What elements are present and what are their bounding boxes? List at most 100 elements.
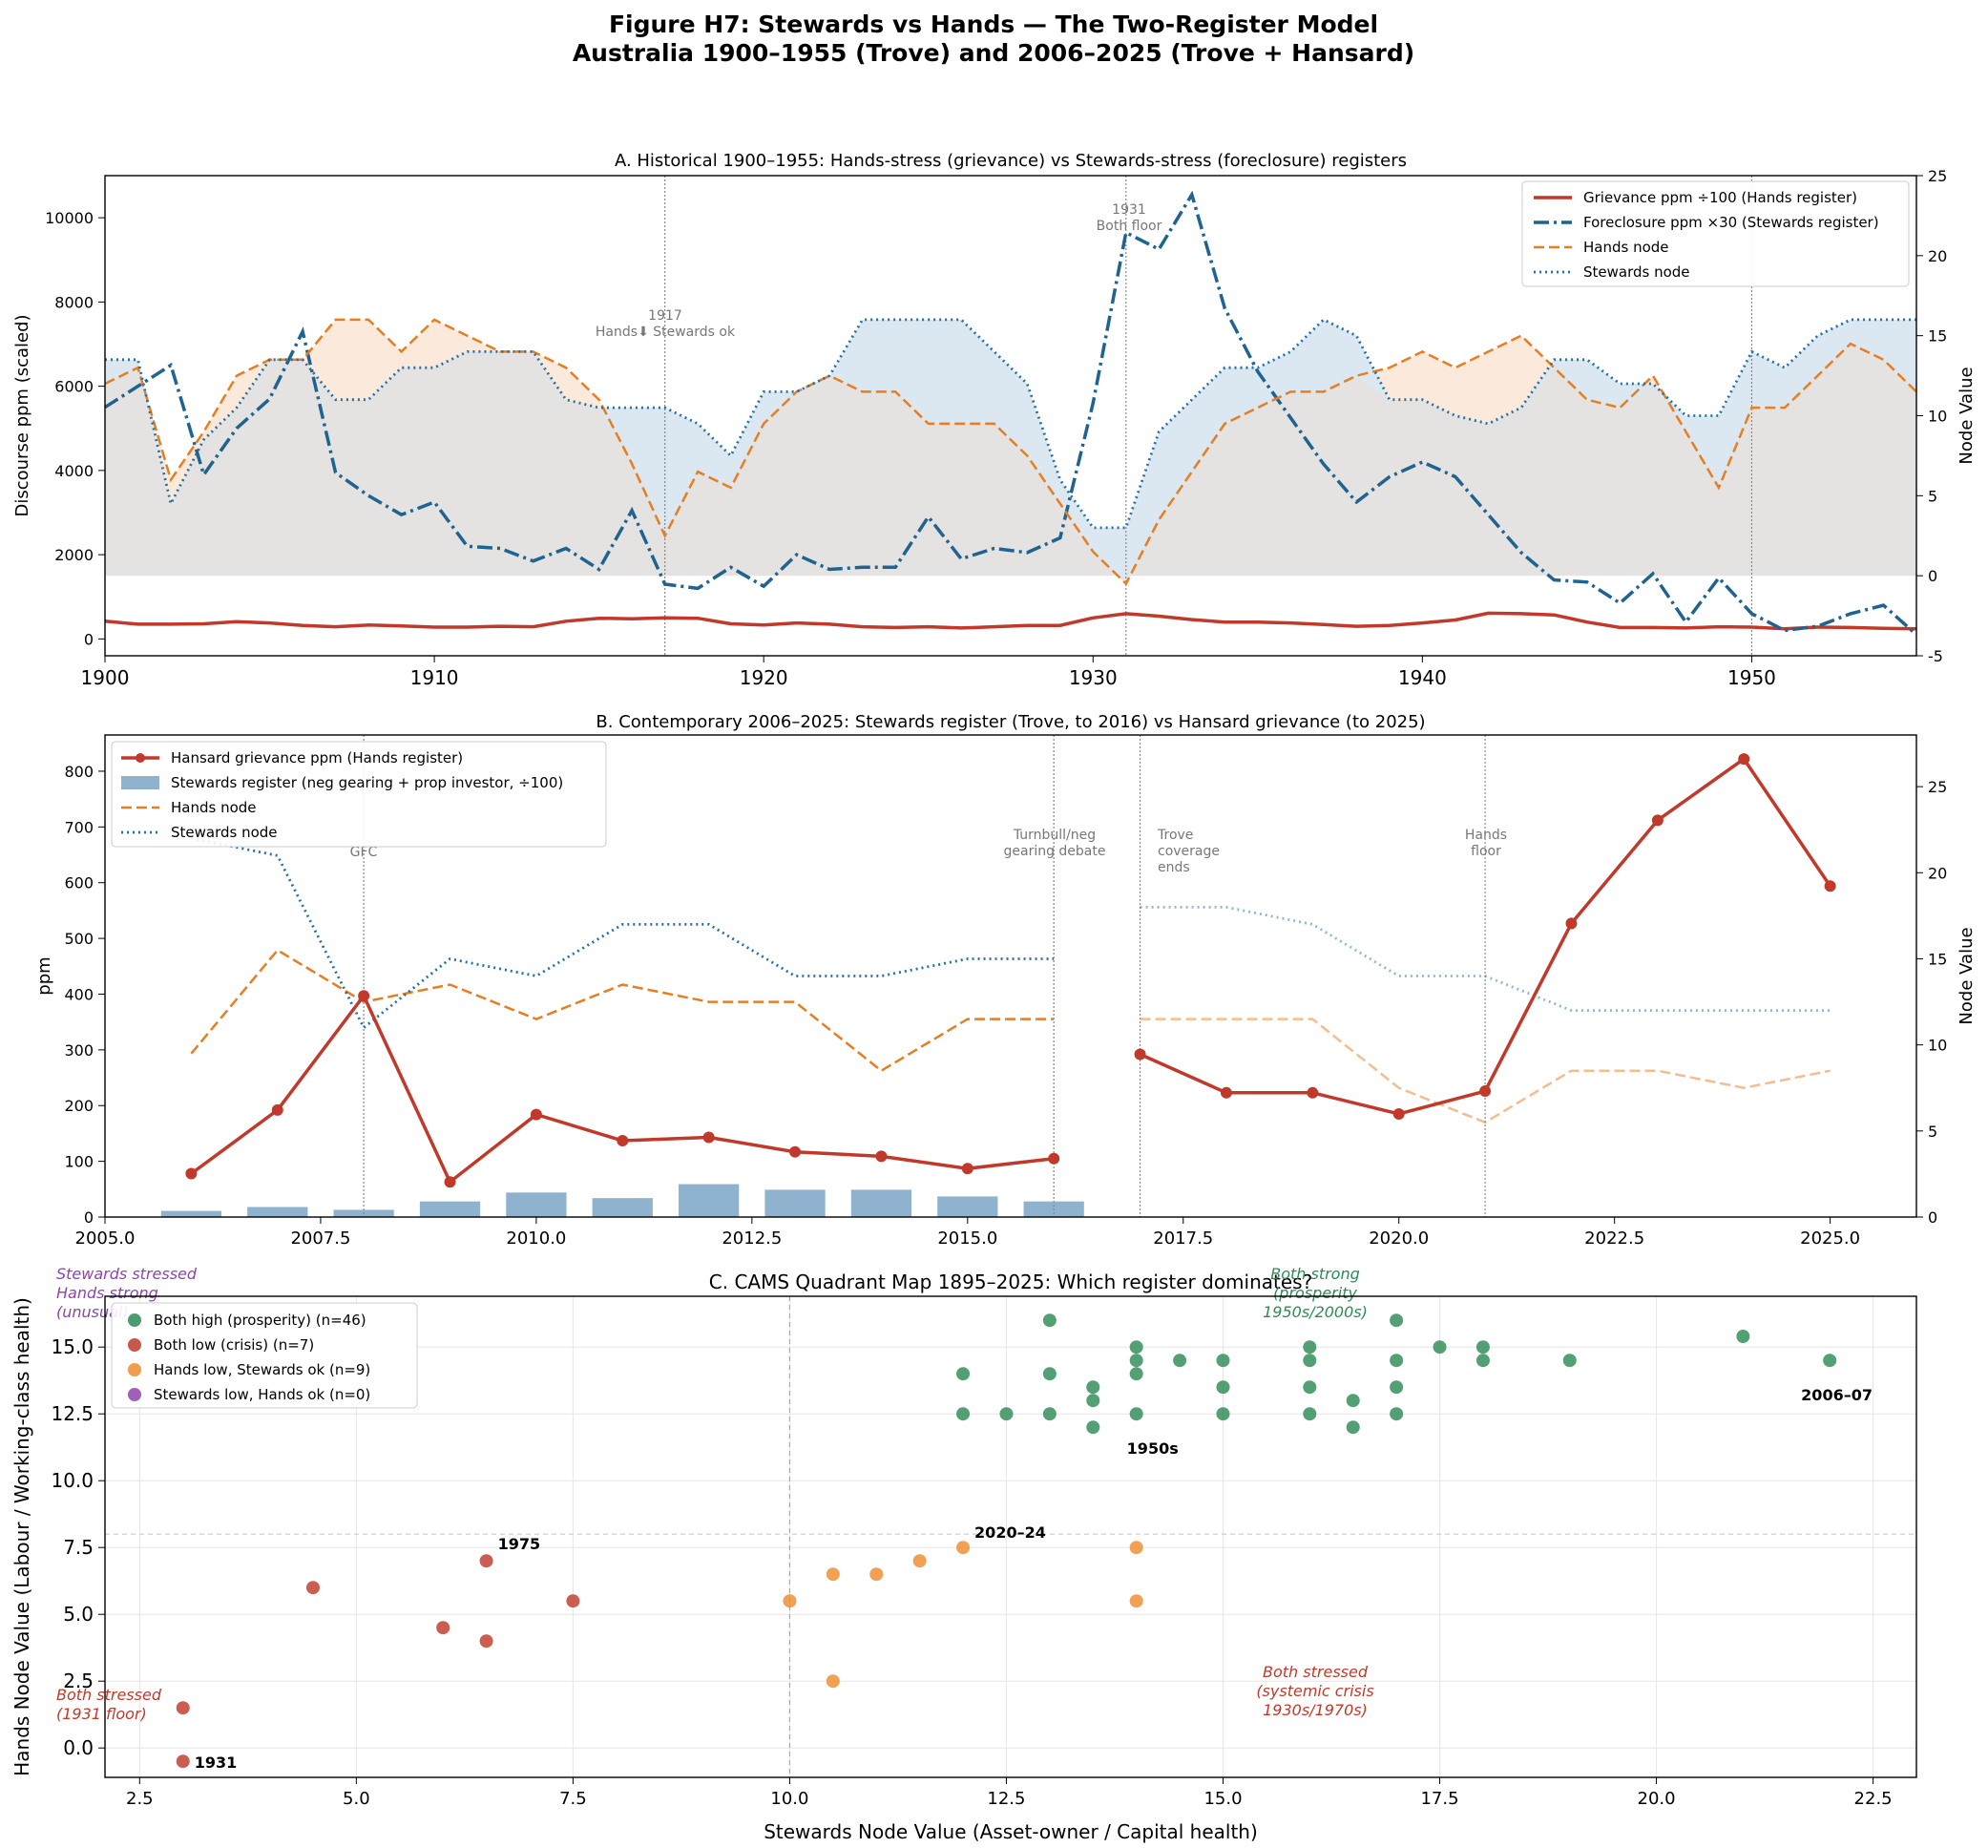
legend-label: Grievance ppm ÷100 (Hands register)	[1583, 189, 1857, 206]
hansard-grievance-point	[1479, 1085, 1492, 1098]
y-right-tick-label: 10	[1928, 408, 1947, 426]
y-tick-label: 15.0	[51, 1335, 94, 1358]
hansard-grievance-point	[1048, 1152, 1060, 1165]
legend-label: Stewards register (neg gearing + prop in…	[171, 774, 563, 791]
hansard-grievance-point	[961, 1163, 973, 1175]
legend-label: Hands low, Stewards ok (n=9)	[154, 1361, 370, 1378]
scatter-point	[1216, 1354, 1230, 1368]
hansard-grievance-point	[530, 1108, 542, 1121]
y-tick-label: 12.5	[51, 1402, 94, 1425]
scatter-point	[1475, 1354, 1490, 1368]
point-label: 1975	[498, 1535, 541, 1553]
x-tick-label: 2022.5	[1584, 1228, 1644, 1249]
stewards-register-bar	[850, 1189, 912, 1217]
scatter-point	[1736, 1330, 1750, 1343]
legend-label: Hands node	[1583, 239, 1669, 256]
legend-swatch-marker	[136, 753, 145, 763]
x-tick-label: 2015.0	[937, 1228, 997, 1249]
scatter-point	[1042, 1367, 1057, 1381]
y-right-tick-label: 10	[1928, 1037, 1947, 1055]
scatter-point	[1433, 1340, 1447, 1354]
scatter-point	[869, 1567, 884, 1582]
hansard-grievance-point	[1738, 753, 1750, 766]
y-right-tick-label: 0	[1928, 567, 1937, 585]
scatter-point	[1173, 1354, 1187, 1368]
scatter-point	[1562, 1354, 1577, 1368]
y-axis-label: Hands Node Value (Labour / Working-class…	[10, 1297, 33, 1776]
stewards-register-bar	[506, 1192, 567, 1217]
scatter-point	[1390, 1354, 1404, 1368]
event-annotation: ends	[1158, 860, 1190, 875]
scatter-point	[479, 1554, 493, 1568]
y-tick-label: 600	[64, 874, 94, 892]
legend-label: Stewards node	[171, 824, 278, 841]
hands-node-line	[104, 318, 1917, 586]
legend-label: Hands node	[171, 799, 257, 816]
scatter-point	[176, 1701, 190, 1715]
x-tick-label: 22.5	[1854, 1789, 1893, 1809]
hansard-grievance-point	[1565, 917, 1578, 930]
hansard-grievance-point	[1307, 1086, 1319, 1099]
y-tick-label: 7.5	[63, 1536, 94, 1559]
scatter-point	[1129, 1594, 1143, 1608]
scatter-point	[1216, 1380, 1230, 1395]
y-tick-label: 10.0	[51, 1469, 94, 1492]
x-tick-label: 15.0	[1203, 1789, 1242, 1809]
x-tick-label: 17.5	[1420, 1789, 1458, 1809]
scatter-point	[1086, 1380, 1100, 1395]
stewards-register-bar	[247, 1207, 308, 1217]
y-tick-label: 0	[84, 1208, 94, 1227]
x-tick-label: 1910	[410, 666, 459, 689]
panel-b: B. Contemporary 2006–2025: Stewards regi…	[34, 712, 1977, 1249]
y-tick-label: 500	[64, 930, 94, 948]
hansard-grievance-point	[271, 1103, 283, 1116]
x-axis-label: Stewards Node Value (Asset-owner / Capit…	[764, 1820, 1258, 1843]
stewards-register-bar	[764, 1189, 826, 1217]
scatter-point	[1303, 1407, 1317, 1421]
event-annotation: Both floor	[1097, 219, 1162, 234]
event-annotation: 1931	[1112, 202, 1146, 218]
scatter-point	[826, 1567, 840, 1582]
panel-a: A. Historical 1900–1955: Hands-stress (g…	[12, 151, 1977, 689]
legend-label: Hansard grievance ppm (Hands register)	[171, 749, 463, 766]
scatter-point	[1042, 1313, 1057, 1328]
x-tick-label: 2025.0	[1800, 1228, 1860, 1249]
figure-title-line2: Australia 1900–1955 (Trove) and 2006–202…	[573, 39, 1414, 67]
x-tick-label: 2017.5	[1153, 1228, 1213, 1249]
scatter-point	[1129, 1541, 1143, 1555]
scatter-point	[1086, 1420, 1100, 1435]
quadrant-note: (systemic crisis	[1256, 1682, 1373, 1700]
scatter-point	[1390, 1407, 1404, 1421]
y-right-tick-label: 25	[1928, 778, 1947, 796]
scatter-point	[826, 1674, 840, 1689]
y-right-tick-label: -5	[1928, 647, 1943, 665]
legend-box	[1521, 180, 1910, 287]
point-label: 2006–07	[1801, 1386, 1873, 1404]
x-tick-label: 12.5	[987, 1789, 1025, 1809]
event-annotation: Turnbull/neg	[1013, 828, 1096, 843]
y-tick-label: 10000	[45, 209, 94, 227]
y-right-tick-label: 0	[1928, 1208, 1937, 1227]
hansard-grievance-point	[1824, 880, 1836, 892]
event-annotation: coverage	[1158, 844, 1220, 859]
legend-label: Stewards low, Hands ok (n=0)	[154, 1386, 370, 1403]
scatter-point	[1475, 1340, 1490, 1354]
legend-swatch	[128, 1388, 141, 1401]
scatter-point	[1129, 1407, 1143, 1421]
scatter-point	[1390, 1380, 1404, 1395]
event-annotation: 1917	[648, 308, 682, 324]
y-tick-label: 800	[64, 763, 94, 781]
panel-c-frame	[104, 1295, 1917, 1778]
scatter-point	[1129, 1367, 1143, 1381]
y-tick-label: 0.0	[63, 1736, 94, 1759]
scatter-point	[176, 1754, 190, 1769]
y-tick-label: 100	[64, 1153, 94, 1171]
scatter-point	[1303, 1380, 1317, 1395]
quadrant-note: Stewards stressed	[56, 1265, 198, 1283]
event-annotation: floor	[1471, 844, 1501, 859]
quadrant-note: (prosperity	[1273, 1284, 1357, 1302]
point-label: 1931	[195, 1754, 238, 1772]
scatter-point	[956, 1367, 971, 1381]
x-tick-label: 2007.5	[290, 1228, 350, 1249]
